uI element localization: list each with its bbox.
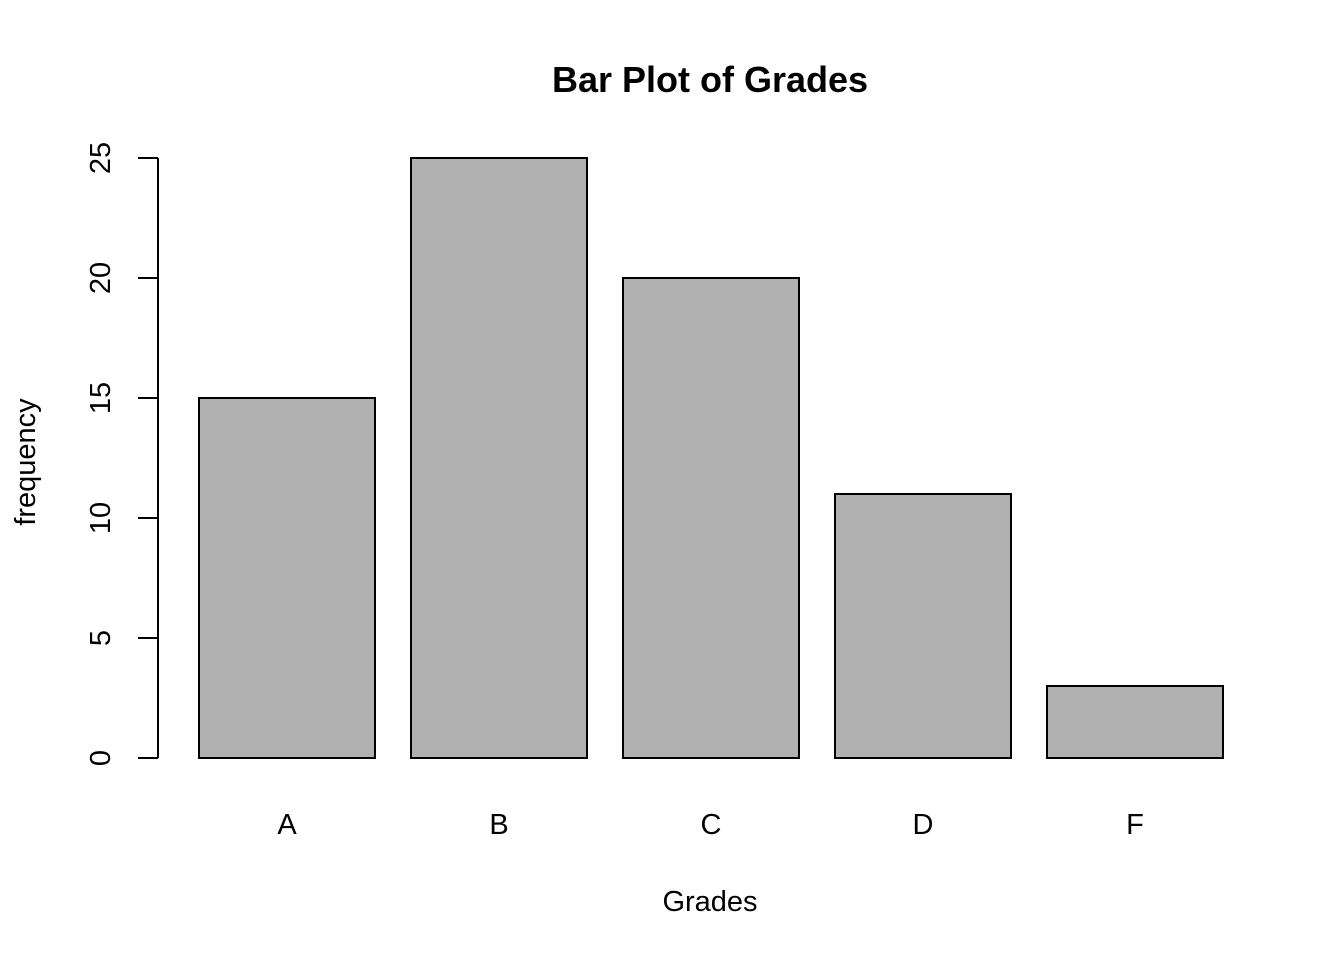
y-tick-label: 25 (85, 142, 117, 174)
x-tick-label: D (913, 809, 934, 841)
y-tick-label: 0 (85, 750, 117, 766)
y-tick-label: 20 (85, 262, 117, 294)
y-tick-label: 10 (85, 502, 117, 534)
bars (198, 157, 1224, 759)
y-tick-label: 15 (85, 382, 117, 414)
x-tick-label: B (489, 809, 508, 841)
bar-b (410, 157, 588, 759)
bar-d (834, 493, 1012, 759)
y-axis: 0 5 10 15 20 25 (85, 142, 159, 766)
bar-f (1046, 685, 1224, 759)
bar-c (622, 277, 800, 759)
x-tick-label: C (701, 809, 722, 841)
chart-title: Bar Plot of Grades (552, 59, 868, 100)
bar-a (198, 397, 376, 759)
x-tick-label: F (1126, 809, 1144, 841)
x-tick-label: A (277, 809, 297, 841)
y-tick-label: 5 (85, 630, 117, 646)
x-axis-label: Grades (662, 886, 757, 918)
y-axis-label: frequency (10, 398, 42, 526)
